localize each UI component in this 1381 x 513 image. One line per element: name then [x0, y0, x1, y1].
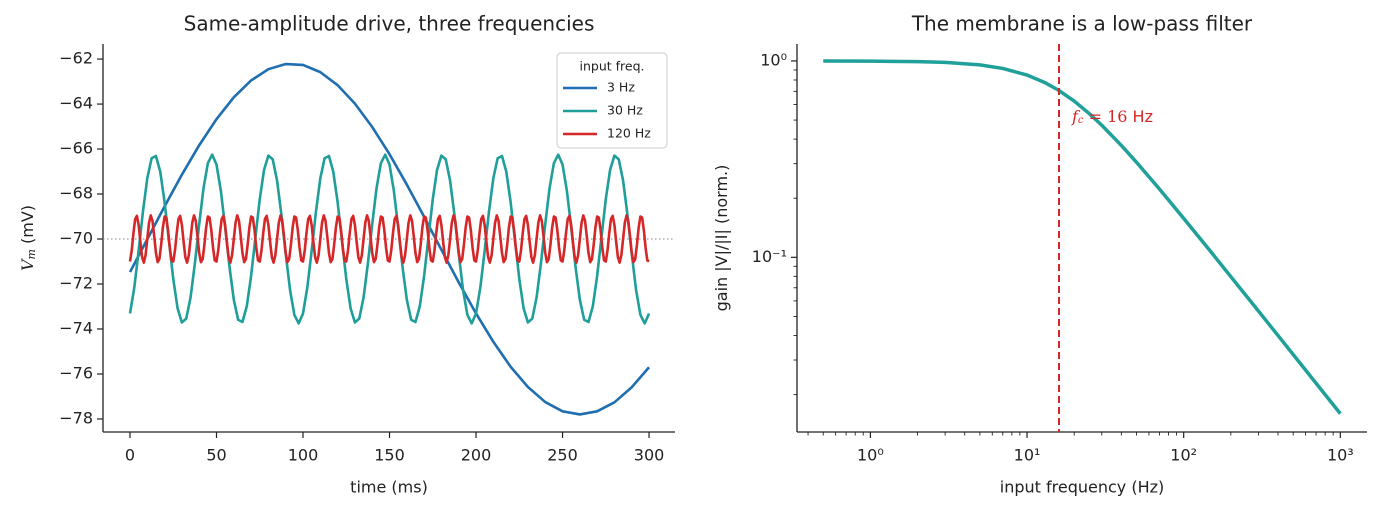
legend-title: input freq.	[580, 59, 645, 74]
y-tick-label: −64	[59, 94, 93, 113]
y-tick-label: −68	[59, 184, 93, 203]
x-tick-label: 300	[634, 446, 665, 465]
y-tick-label: −78	[59, 408, 93, 427]
y-tick-label: −70	[59, 229, 93, 248]
series-line	[128, 214, 650, 264]
y-label-main: gain |V|/|I| (norm.)	[712, 165, 731, 312]
y-axis-label: gain |V|/|I| (norm.)	[712, 165, 731, 312]
legend-label: 120 Hz	[607, 126, 651, 141]
legend-label: 30 Hz	[607, 103, 643, 118]
y-tick-label: −62	[59, 49, 93, 68]
annotation: fc = 16 Hz	[1071, 107, 1153, 126]
x-tick-label: 10¹	[1014, 446, 1041, 465]
x-tick-label: 10²	[1170, 446, 1197, 465]
legend-label: 3 Hz	[607, 80, 635, 95]
chart-title: Same-amplitude drive, three frequencies	[184, 12, 595, 36]
x-tick-label: 50	[206, 446, 226, 465]
series-line	[823, 59, 1342, 415]
y-tick-label: −72	[59, 273, 93, 292]
x-tick-label: 10³	[1327, 446, 1354, 465]
y-label-rest: (mV)	[18, 205, 37, 249]
y-axis-label: Vm (mV)	[18, 205, 39, 271]
x-tick-label: 100	[288, 446, 319, 465]
x-tick-label: 0	[125, 446, 135, 465]
x-axis-label: time (ms)	[350, 478, 428, 497]
annotation-sub: c	[1078, 115, 1084, 126]
y-tick-label: −74	[59, 318, 93, 337]
series-line	[128, 153, 651, 325]
y-tick-label: −76	[59, 363, 93, 382]
x-tick-label: 150	[374, 446, 405, 465]
y-label-sub: m	[25, 249, 38, 259]
x-tick-label: 10⁰	[857, 446, 884, 465]
annotation-main: f	[1071, 107, 1081, 126]
y-tick-label: −66	[59, 139, 93, 158]
x-axis-label: input frequency (Hz)	[1000, 478, 1165, 497]
y-label-main: V	[18, 258, 37, 271]
x-tick-label: 250	[547, 446, 578, 465]
series-line	[128, 62, 651, 416]
y-tick-label: 10⁰	[760, 50, 787, 69]
y-tick-label: 10⁻¹	[752, 247, 787, 266]
annotation-rest: = 16	[1084, 107, 1128, 126]
chart-title: The membrane is a low-pass filter	[911, 12, 1253, 36]
legend-box	[556, 52, 668, 149]
x-tick-label: 200	[461, 446, 492, 465]
annotation-unit: Hz	[1127, 107, 1153, 126]
